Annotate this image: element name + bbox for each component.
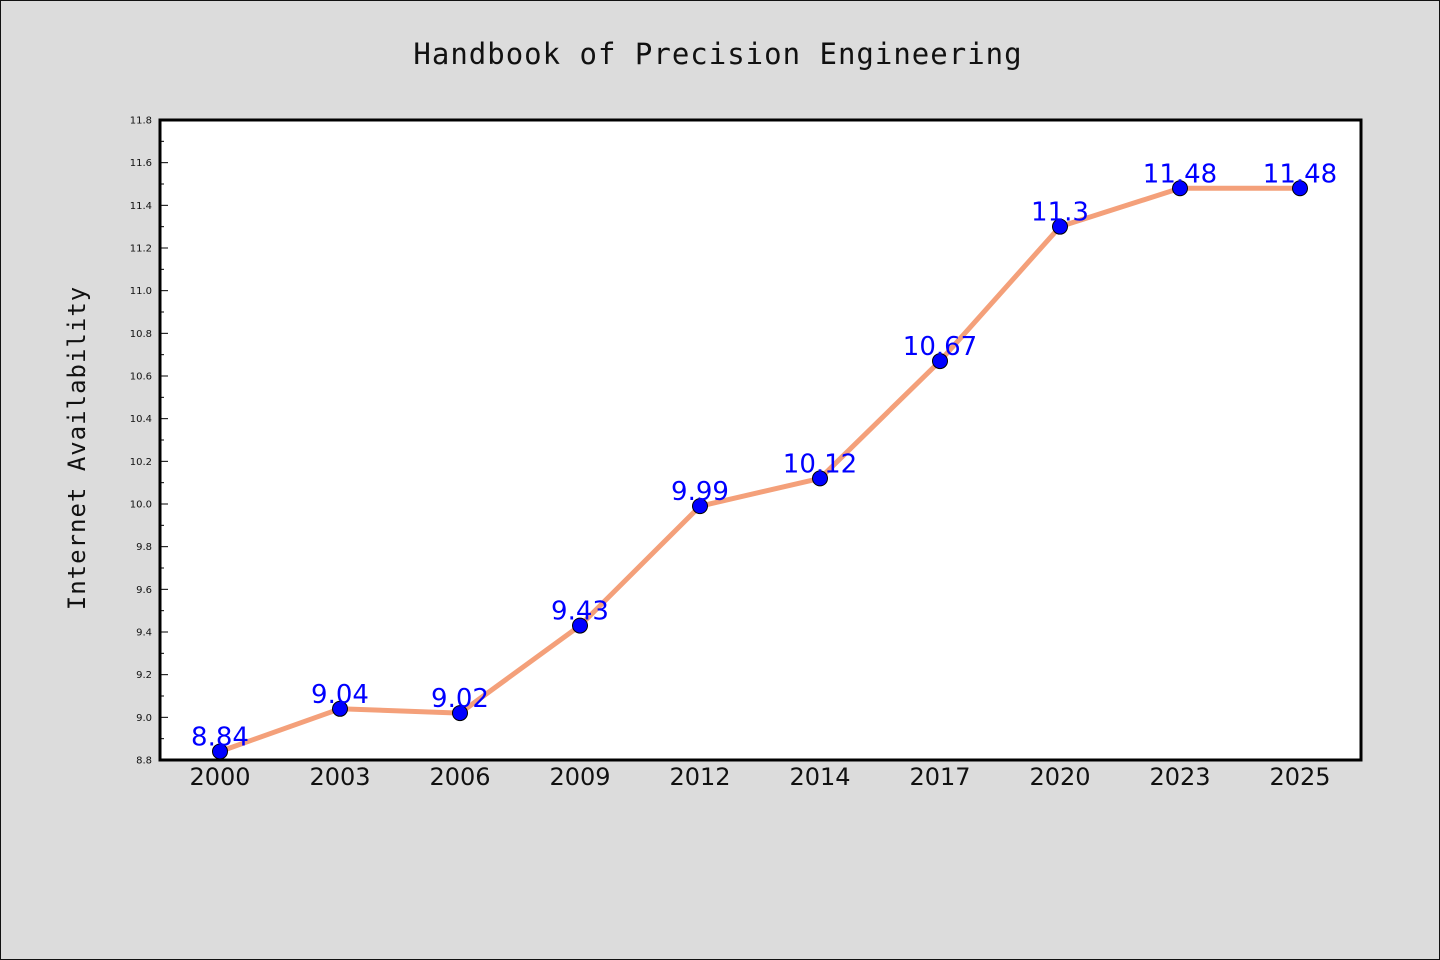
plot-area	[158, 118, 1363, 762]
y-tick-label: 9.0	[136, 713, 152, 724]
data-value-label: 9.02	[431, 684, 489, 714]
x-tick-label: 2023	[1149, 763, 1210, 791]
data-point-marker	[332, 700, 348, 717]
x-tick-label: 2014	[789, 763, 850, 791]
data-value-label: 11.3	[1031, 198, 1089, 228]
data-value-label: 11.48	[1263, 159, 1337, 189]
x-tick-label: 2025	[1269, 763, 1330, 791]
chart-title: Handbook of Precision Engineering	[413, 37, 1022, 71]
y-tick-label: 11.0	[130, 286, 152, 297]
data-value-label: 11.48	[1143, 159, 1217, 189]
y-tick-label: 9.2	[136, 670, 152, 681]
data-point-marker	[932, 353, 948, 370]
data-value-label: 9.99	[671, 477, 729, 507]
y-tick-label: 9.8	[136, 542, 152, 553]
x-tick-label: 2020	[1029, 763, 1090, 791]
data-value-label: 8.84	[191, 722, 249, 752]
x-tick-label: 2017	[909, 763, 970, 791]
x-axis: 2000 2003 2006 2009 2012 2014 2017 2020 2023 2025	[189, 763, 1330, 791]
x-tick-label: 2000	[189, 763, 250, 791]
data-value-label: 10.12	[783, 449, 857, 479]
data-point-marker	[1292, 180, 1308, 197]
y-tick-label: 8.8	[136, 756, 152, 767]
y-tick-label: 10.8	[130, 329, 152, 340]
y-tick-label: 11.6	[130, 158, 152, 169]
y-tick-label: 11.4	[130, 201, 152, 212]
y-tick-label: 9.6	[136, 585, 152, 596]
x-tick-label: 2012	[669, 763, 730, 791]
data-point-marker	[212, 743, 228, 760]
series-line-group	[217, 185, 1303, 754]
y-tick-label: 10.6	[130, 372, 152, 383]
x-tick-label: 2009	[549, 763, 610, 791]
y-tick-label: 10.0	[130, 500, 152, 511]
y-axis: 8.8 9.0 9.2 9.4 9.6 9.8 10.0 10.2 10.4 10.6 10.8 11…	[130, 116, 168, 767]
y-tick-label: 9.4	[136, 628, 152, 639]
data-point-marker	[812, 470, 828, 487]
data-value-label: 10.67	[903, 332, 977, 362]
y-tick-label: 10.2	[130, 457, 152, 468]
data-value-label: 9.43	[551, 597, 609, 627]
x-tick-label: 2003	[309, 763, 370, 791]
y-tick-label: 10.4	[130, 414, 152, 425]
y-axis-label: Internet Availability	[63, 286, 91, 610]
data-point-marker	[1172, 180, 1188, 197]
data-value-label: 9.04	[311, 680, 369, 710]
marker-group	[212, 180, 1308, 760]
data-point-marker	[452, 705, 468, 722]
series-line	[217, 185, 1303, 754]
y-tick-label: 11.8	[130, 116, 152, 127]
data-point-marker	[572, 617, 588, 634]
data-label-group: 8.84 9.04 9.02 9.43 9.99 10.12 10.67 11.3 11.48 1…	[191, 159, 1337, 752]
data-point-marker	[692, 498, 708, 515]
y-tick-label: 11.2	[130, 244, 152, 255]
data-point-marker	[1052, 218, 1068, 235]
x-tick-label: 2006	[429, 763, 490, 791]
